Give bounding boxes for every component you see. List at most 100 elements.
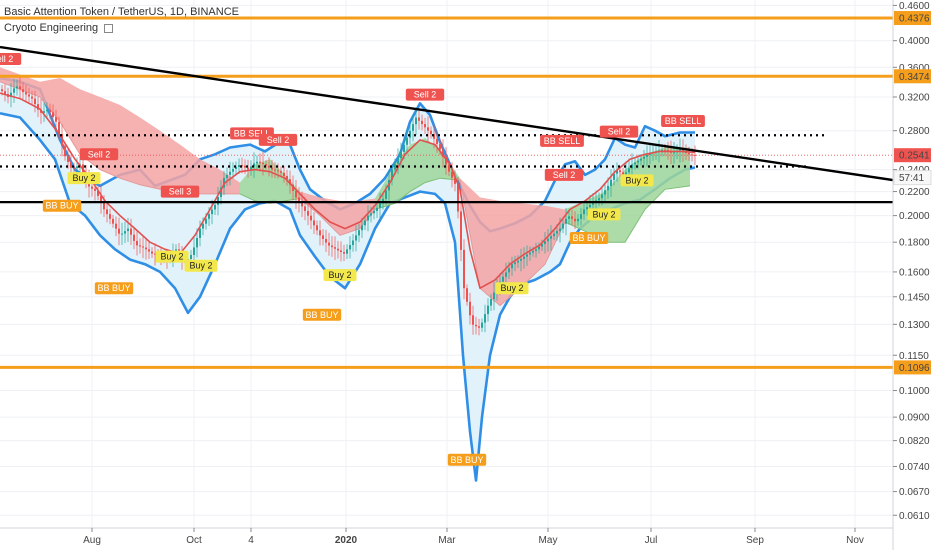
candle-body <box>217 197 219 205</box>
time-tick-label: May <box>539 535 558 546</box>
candle-body <box>286 176 288 180</box>
candle-body <box>319 230 321 236</box>
candle-body <box>466 288 468 302</box>
signal-box <box>544 168 584 181</box>
candle-body <box>691 154 693 156</box>
indicator-name: Cryoto Engineering <box>4 22 99 34</box>
signal-bb: BB BUY <box>447 453 487 466</box>
candle-body <box>256 161 258 164</box>
candle-body <box>592 202 594 205</box>
candle-body <box>100 196 102 203</box>
candle-body <box>298 197 300 202</box>
price-tag-box <box>894 148 931 163</box>
price-tag-countdown: 57:41 <box>893 170 932 186</box>
indicator-settings-icon[interactable] <box>104 23 114 33</box>
price-axis[interactable]: 0.46000.40000.36000.32000.28000.24000.22… <box>892 0 932 550</box>
candle-body <box>310 215 312 221</box>
signal-box <box>258 133 298 146</box>
candle-body <box>28 94 30 97</box>
candle-body <box>541 243 543 247</box>
candle-body <box>196 237 198 248</box>
price-tag-box <box>894 360 931 375</box>
signal-box <box>0 53 22 66</box>
candle-body <box>532 250 534 253</box>
candle-body <box>562 223 564 229</box>
candle-body <box>604 190 606 195</box>
indicator-title[interactable]: Cryoto Engineering <box>4 22 114 34</box>
candle-body <box>238 165 240 168</box>
signal-text: Buy 2 <box>72 173 95 183</box>
candle-body <box>343 252 345 254</box>
signal-box <box>184 259 218 272</box>
candle-body <box>688 153 690 155</box>
price-tick-label: 0.0740 <box>899 462 930 473</box>
candle-body <box>322 235 324 239</box>
candle-body <box>601 194 603 199</box>
candle-body <box>340 250 342 253</box>
trendline-line <box>0 45 932 188</box>
candle-body <box>433 134 435 139</box>
candle-body <box>349 245 351 250</box>
cloud-bear <box>460 178 565 306</box>
candle-body <box>523 256 525 259</box>
signal-sell: BB SELL <box>540 134 584 147</box>
price-tick-label: 0.2200 <box>899 187 930 198</box>
candle-body <box>208 214 210 219</box>
signal-sell: Sell 3 <box>160 185 200 198</box>
candle-body <box>232 168 234 172</box>
candle-body <box>154 253 156 255</box>
candle-body <box>589 204 591 208</box>
signal-box <box>155 250 189 263</box>
ma-line <box>0 92 696 290</box>
candle-body <box>19 86 21 90</box>
candle-body <box>457 183 459 212</box>
candle-body <box>355 235 357 241</box>
signal-buy: Buy 2 <box>184 259 218 272</box>
signal-box <box>599 125 639 138</box>
price-tick-label: 0.0900 <box>899 413 930 424</box>
candle-body <box>643 156 645 159</box>
candle-body <box>127 228 129 232</box>
signal-box <box>302 308 342 321</box>
candle-body <box>475 324 477 327</box>
candle-body <box>679 149 681 151</box>
candle-body <box>526 254 528 257</box>
time-axis[interactable]: Aug Oct 4 2020 Mar May Jul Sep Nov <box>0 527 893 546</box>
candle-body <box>367 215 369 221</box>
signal-box <box>79 148 119 161</box>
horizontal-levels[interactable] <box>0 16 893 369</box>
candle-body <box>517 260 519 263</box>
price-tags: 0.4376 0.3474 0.2541 57:41 0.1096 <box>893 11 932 375</box>
signal-sell: BB SELL <box>661 114 705 127</box>
candle-body <box>115 223 117 229</box>
candle-body <box>574 218 576 222</box>
candle-body <box>67 156 69 162</box>
signal-buy: Buy 2 <box>67 172 101 185</box>
candle-body <box>46 109 48 112</box>
candle-body <box>304 206 306 211</box>
candle-body <box>4 91 6 95</box>
candle-body <box>61 134 63 147</box>
candle-body <box>448 164 450 172</box>
signal-text: Sell 2 <box>553 170 576 180</box>
candle-body <box>334 247 336 249</box>
moving-average <box>0 92 696 290</box>
candle-body <box>514 262 516 265</box>
candle-body <box>214 204 216 210</box>
signal-box <box>405 88 445 101</box>
candle-body <box>328 242 330 246</box>
signal-buy: Buy 2 <box>587 208 621 221</box>
candle-body <box>463 249 465 289</box>
candle-body <box>244 165 246 168</box>
candle-body <box>664 149 666 151</box>
signal-text: Buy 2 <box>500 283 523 293</box>
candle-body <box>436 138 438 145</box>
signal-text: BB BUY <box>450 455 483 465</box>
trendline[interactable] <box>0 45 932 188</box>
candle-body <box>193 247 195 255</box>
candle-body <box>556 231 558 234</box>
price-tick-label: 0.1600 <box>899 267 930 278</box>
candle-body <box>118 228 120 234</box>
time-tick-label: Nov <box>846 535 864 546</box>
